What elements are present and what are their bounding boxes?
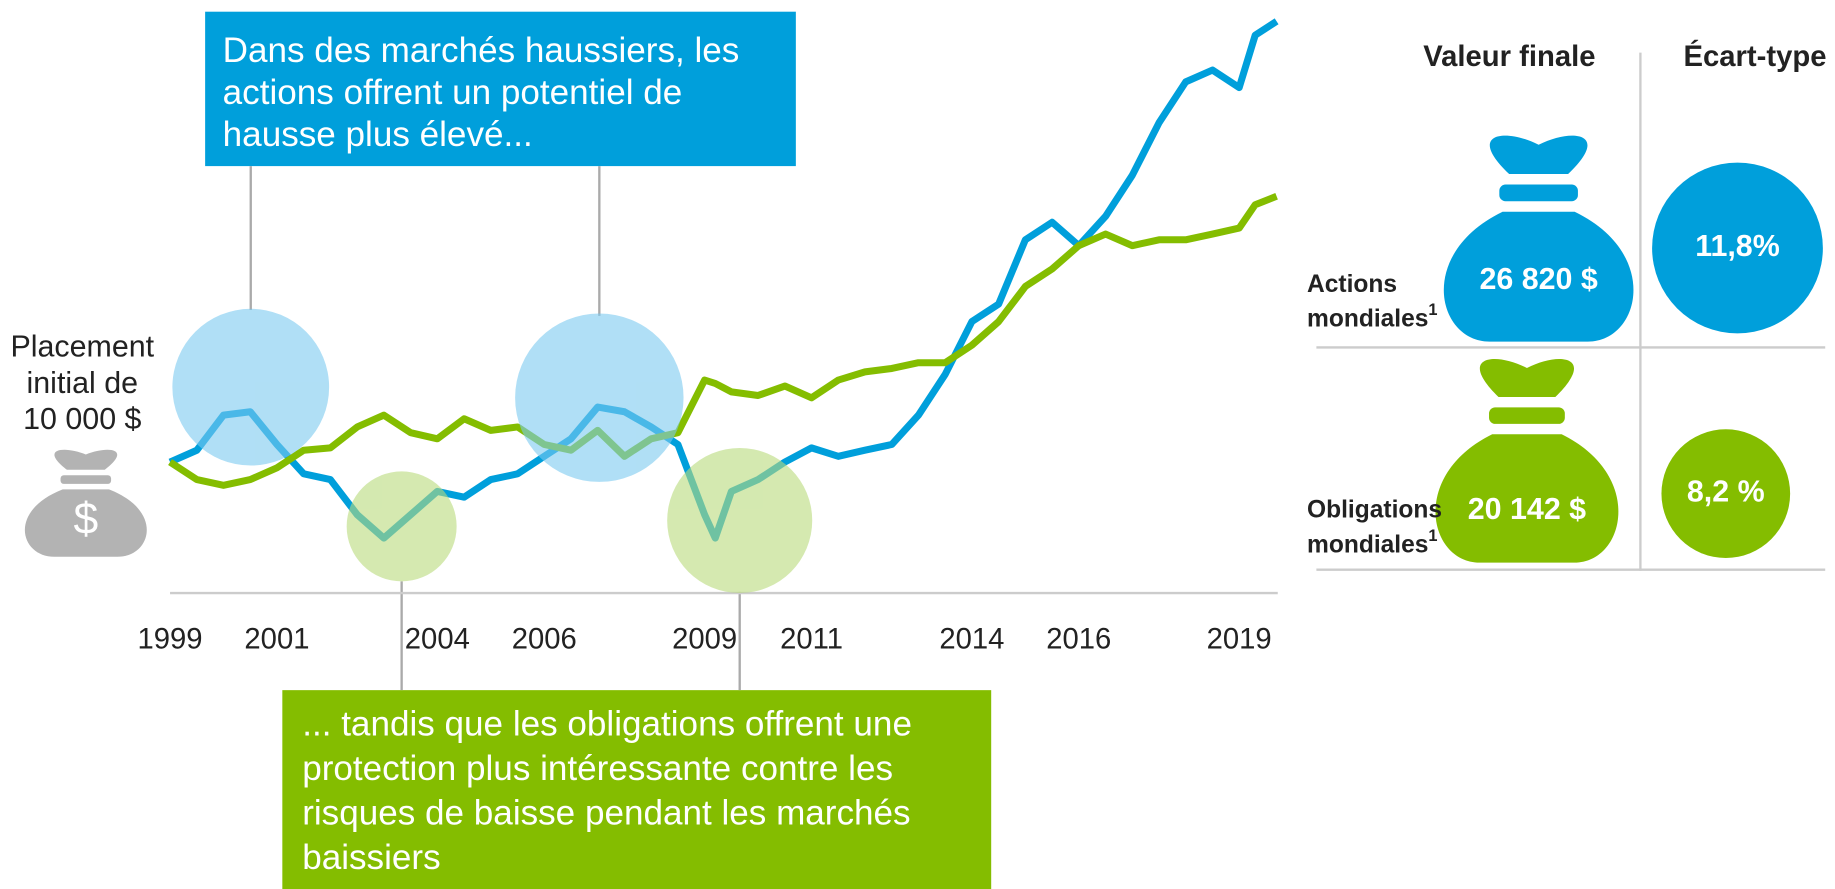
sd-circle — [1652, 162, 1823, 334]
highlight — [515, 313, 684, 482]
annotation-box — [282, 690, 992, 889]
icon-symbol: $ — [73, 494, 98, 543]
icons — [24, 135, 1634, 563]
row-label: Obligations — [1307, 497, 1442, 524]
highlight — [667, 448, 813, 594]
row-label: Actions — [1307, 271, 1397, 298]
bag-band — [1499, 184, 1578, 202]
initial-label: Placement — [10, 330, 154, 364]
initial-label: initial de — [27, 366, 139, 400]
bag-icon — [24, 489, 147, 557]
x-tick-label: 2009 — [672, 624, 737, 656]
annotation-text: risques de baisse pendant les marchés — [302, 794, 910, 833]
annotation-text: actions offrent un potentiel de — [223, 73, 683, 112]
sd-value: 8,2 % — [1687, 475, 1765, 509]
highlight — [346, 471, 457, 582]
bag-band — [60, 475, 112, 484]
panel-header: Valeur finale — [1423, 41, 1595, 73]
final-value: 26 820 $ — [1479, 262, 1597, 296]
x-tick-label: 2016 — [1046, 624, 1111, 656]
footnote: 1 — [1428, 527, 1437, 545]
annotation-text: hausse plus élevé... — [223, 115, 533, 154]
row-label: mondiales1 — [1307, 301, 1438, 333]
annotation-text: protection plus intéressante contre les — [302, 749, 893, 788]
row-label-part: mondiales — [1307, 306, 1428, 333]
bag-icon — [1435, 434, 1619, 563]
row-label: mondiales1 — [1307, 527, 1438, 559]
highlights — [172, 308, 813, 594]
x-tick-label: 2006 — [512, 624, 577, 656]
x-tick-label: 2004 — [405, 624, 470, 656]
sd-value: 11,8% — [1695, 229, 1780, 263]
highlight — [172, 308, 330, 466]
annotation-text: ... tandis que les obligations offrent u… — [302, 705, 912, 744]
bag-band — [1489, 407, 1565, 424]
panel-lines — [1316, 52, 1826, 571]
series-line — [168, 193, 1278, 489]
connectors — [249, 166, 741, 691]
initial-label: 10 000 $ — [23, 402, 141, 436]
sd-circle — [1661, 429, 1791, 558]
footnote: 1 — [1428, 301, 1437, 319]
bag-knot — [1489, 135, 1588, 175]
annotation-text: baissiers — [302, 838, 440, 877]
annotation-box — [205, 11, 796, 167]
panel-header: Écart-type — [1684, 39, 1827, 73]
x-tick-label: 1999 — [138, 624, 203, 656]
bag-knot — [1479, 358, 1575, 398]
row-label-part: mondiales — [1307, 532, 1428, 559]
x-tick-label: 2014 — [939, 624, 1004, 656]
x-tick-label: 2011 — [780, 624, 843, 656]
annotation-text: Dans des marchés haussiers, les — [223, 31, 740, 70]
x-tick-label: 2019 — [1207, 624, 1272, 656]
x-tick-label: 2001 — [244, 624, 309, 656]
final-value: 20 142 $ — [1468, 492, 1586, 526]
bag-knot — [54, 449, 118, 470]
bag-icon — [1443, 211, 1634, 342]
